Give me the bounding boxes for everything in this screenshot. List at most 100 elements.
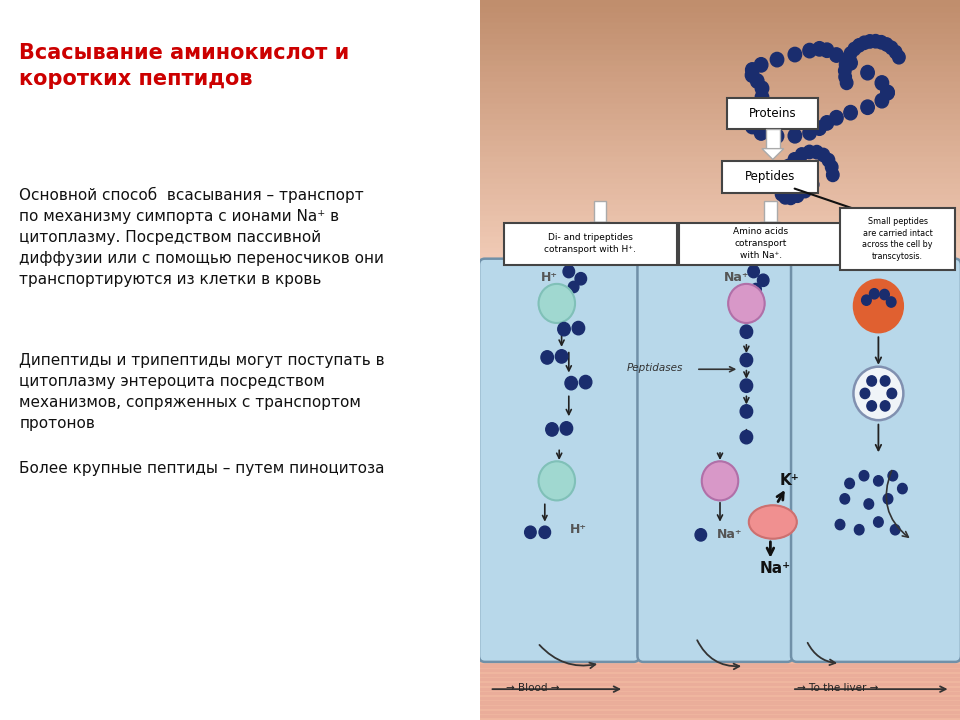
Bar [480, 101, 960, 107]
Circle shape [568, 282, 579, 292]
Circle shape [861, 66, 875, 80]
Circle shape [804, 145, 816, 158]
Bar [480, 47, 960, 53]
FancyBboxPatch shape [680, 222, 843, 265]
FancyBboxPatch shape [728, 98, 818, 129]
Bar [480, 0, 960, 5]
Bar [480, 240, 960, 246]
Bar [480, 26, 960, 32]
Circle shape [853, 366, 903, 420]
FancyBboxPatch shape [840, 208, 955, 270]
Circle shape [853, 279, 903, 333]
Circle shape [799, 184, 811, 198]
Circle shape [817, 148, 829, 162]
Circle shape [859, 471, 869, 481]
Text: Na⁺: Na⁺ [724, 271, 750, 284]
Circle shape [751, 284, 761, 294]
Circle shape [835, 519, 845, 530]
Bar [480, 229, 960, 235]
Polygon shape [590, 222, 610, 234]
Bar [480, 84, 960, 91]
Circle shape [874, 476, 883, 486]
Bar [480, 176, 960, 182]
Bar [480, 31, 960, 37]
Bar [480, 37, 960, 42]
Circle shape [728, 284, 764, 323]
Circle shape [745, 68, 758, 82]
Bar [480, 90, 960, 96]
Circle shape [860, 388, 870, 399]
Circle shape [540, 526, 550, 539]
Circle shape [893, 50, 905, 64]
Bar [480, 674, 960, 676]
Circle shape [880, 38, 893, 51]
Circle shape [898, 483, 907, 494]
Bar [480, 181, 960, 187]
Bar [480, 683, 960, 685]
Circle shape [854, 525, 864, 535]
Bar [480, 186, 960, 192]
Circle shape [746, 120, 759, 134]
Bar [480, 170, 960, 176]
Bar [480, 63, 960, 70]
Bar [480, 706, 960, 708]
Circle shape [888, 471, 898, 481]
Circle shape [776, 187, 788, 201]
Circle shape [796, 148, 808, 161]
Circle shape [803, 125, 816, 140]
Bar [480, 15, 960, 22]
Polygon shape [762, 148, 783, 159]
Circle shape [782, 159, 795, 173]
Bar [764, 201, 777, 222]
Bar [480, 112, 960, 117]
Bar [480, 251, 960, 257]
Bar [480, 154, 960, 161]
Circle shape [889, 45, 901, 59]
Polygon shape [760, 222, 780, 234]
Circle shape [791, 189, 804, 202]
Circle shape [788, 153, 801, 166]
Text: → To the liver →: → To the liver → [797, 683, 878, 693]
Bar [594, 201, 606, 222]
Circle shape [864, 499, 874, 509]
Bar [480, 74, 960, 80]
Bar [480, 207, 960, 214]
Circle shape [748, 266, 759, 278]
Circle shape [881, 86, 895, 100]
Text: Дипептиды и трипептиды могут поступать в
цитоплазму энтероцита посредством
механ: Дипептиды и трипептиды могут поступать в… [19, 353, 385, 431]
Circle shape [524, 526, 536, 539]
Bar [480, 669, 960, 671]
Circle shape [564, 377, 578, 390]
Bar [480, 20, 960, 27]
Circle shape [572, 321, 585, 335]
Circle shape [844, 47, 856, 60]
Circle shape [755, 126, 768, 140]
Bar [480, 165, 960, 171]
Bar [480, 658, 960, 720]
Circle shape [867, 401, 876, 411]
FancyBboxPatch shape [479, 258, 639, 662]
Circle shape [740, 431, 753, 444]
Circle shape [864, 35, 876, 48]
Bar [480, 213, 960, 220]
Bar [480, 117, 960, 123]
Circle shape [881, 86, 895, 100]
Circle shape [740, 325, 753, 338]
Text: Более крупные пептиды – путем пиноцитоза: Более крупные пептиды – путем пиноцитоза [19, 461, 385, 476]
Bar [480, 132, 960, 139]
Bar [480, 106, 960, 112]
Circle shape [826, 161, 838, 174]
Text: H⁺: H⁺ [541, 271, 558, 284]
Bar [480, 197, 960, 203]
Text: Di- and tripeptides
cotransport with H⁺.: Di- and tripeptides cotransport with H⁺. [544, 233, 636, 254]
Circle shape [575, 273, 587, 285]
Circle shape [740, 405, 753, 418]
Text: Amino acids
cotransport
with Na⁺.: Amino acids cotransport with Na⁺. [733, 228, 788, 260]
Text: Основной способ  всасывания – транспорт
по механизму симпорта с ионами Na⁺ в
цит: Основной способ всасывания – транспорт п… [19, 187, 384, 287]
Circle shape [880, 401, 890, 411]
Bar [480, 716, 960, 717]
Bar [480, 127, 960, 134]
Circle shape [539, 284, 575, 323]
Bar [480, 234, 960, 240]
Circle shape [886, 297, 896, 307]
